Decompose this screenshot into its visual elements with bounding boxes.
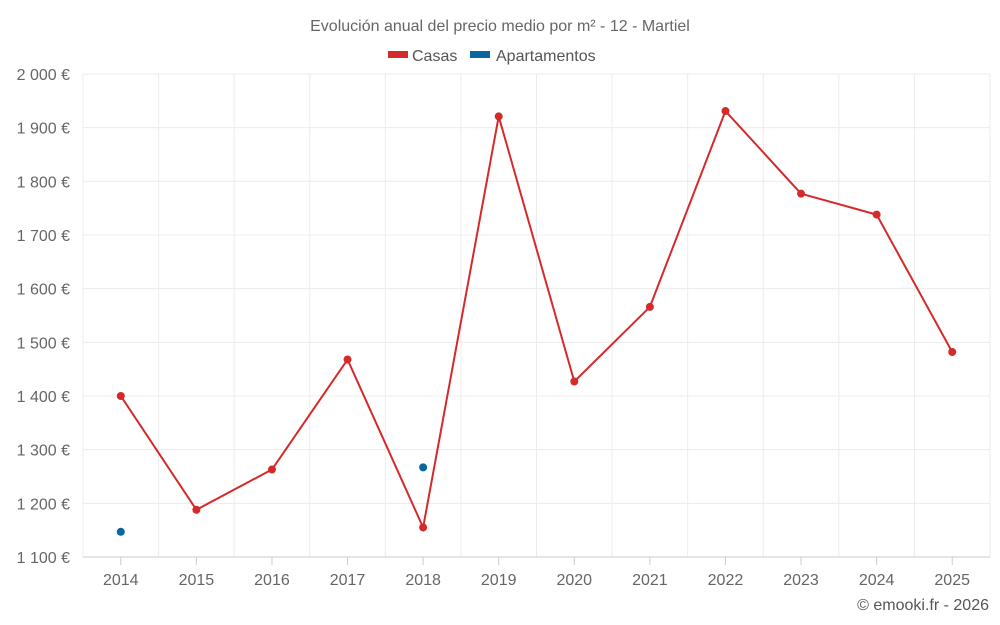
- y-tick-label: 1 700 €: [17, 228, 70, 245]
- x-tick-label: 2015: [179, 572, 215, 589]
- y-tick-label: 1 400 €: [17, 389, 70, 406]
- data-point-casas-2022[interactable]: [721, 107, 730, 116]
- data-point-casas-2021[interactable]: [645, 302, 654, 311]
- legend-swatch-casas[interactable]: [388, 51, 408, 58]
- data-point-casas-2023[interactable]: [797, 189, 806, 198]
- chart-title: Evolución anual del precio medio por m² …: [310, 18, 690, 35]
- data-point-apartamentos-2018[interactable]: [419, 463, 428, 472]
- data-point-casas-2020[interactable]: [570, 377, 579, 386]
- credit-text: © emooki.fr - 2026: [857, 597, 989, 614]
- series-line-casas: [119, 110, 954, 529]
- legend-label-apartamentos[interactable]: Apartamentos: [496, 48, 596, 65]
- grid-layer: [82, 73, 991, 558]
- axis-layer: 1 100 € 1 200 € 1 300 € 1 400 € 1 500 € 1 600…: [17, 67, 990, 589]
- data-point-apartamentos-2014[interactable]: [116, 527, 125, 536]
- x-tick-label: 2014: [103, 572, 139, 589]
- data-point-casas-2014[interactable]: [116, 392, 125, 400]
- series-layer: [116, 107, 957, 536]
- x-tick-label: 2022: [708, 572, 744, 589]
- x-tick-label: 2019: [481, 572, 517, 589]
- legend-swatch-apartamentos[interactable]: [470, 51, 490, 58]
- y-tick-label: 1 900 €: [17, 121, 70, 138]
- data-point-casas-2018[interactable]: [419, 523, 428, 532]
- x-tick-label: 2025: [934, 572, 970, 589]
- data-point-casas-2025[interactable]: [948, 347, 957, 356]
- data-point-casas-2024[interactable]: [872, 210, 881, 219]
- y-tick-label: 1 800 €: [17, 174, 70, 191]
- y-tick-label: 1 300 €: [17, 443, 70, 460]
- legend[interactable]: Casas Apartamentos: [388, 48, 596, 65]
- x-tick-label: 2023: [783, 572, 819, 589]
- data-point-casas-2017[interactable]: [343, 355, 352, 364]
- x-tick-label: 2017: [330, 572, 366, 589]
- data-point-casas-2019[interactable]: [494, 112, 503, 121]
- x-tick-label: 2024: [859, 572, 895, 589]
- x-tick-label: 2018: [405, 572, 441, 589]
- data-point-casas-2015[interactable]: [192, 505, 201, 514]
- x-tick-label: 2021: [632, 572, 668, 589]
- y-tick-label: 1 200 €: [17, 496, 70, 513]
- y-tick-label: 1 100 €: [17, 550, 70, 567]
- data-point-casas-2016[interactable]: [267, 465, 276, 474]
- legend-label-casas[interactable]: Casas: [412, 48, 457, 65]
- y-tick-label: 1 600 €: [17, 282, 70, 299]
- y-tick-label: 1 500 €: [17, 335, 70, 352]
- x-tick-label: 2016: [254, 572, 290, 589]
- y-tick-label: 2 000 €: [17, 67, 70, 84]
- x-tick-label: 2020: [556, 572, 592, 589]
